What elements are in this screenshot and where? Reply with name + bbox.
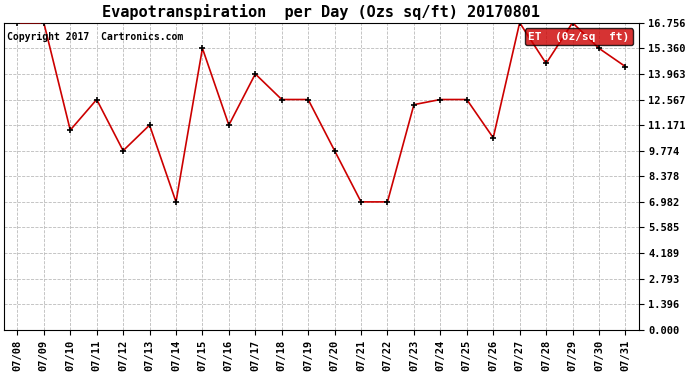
Legend: ET  (0z/sq  ft): ET (0z/sq ft) — [525, 28, 633, 45]
Title: Evapotranspiration  per Day (Ozs sq/ft) 20170801: Evapotranspiration per Day (Ozs sq/ft) 2… — [102, 4, 540, 20]
Text: Copyright 2017  Cartronics.com: Copyright 2017 Cartronics.com — [8, 32, 184, 42]
